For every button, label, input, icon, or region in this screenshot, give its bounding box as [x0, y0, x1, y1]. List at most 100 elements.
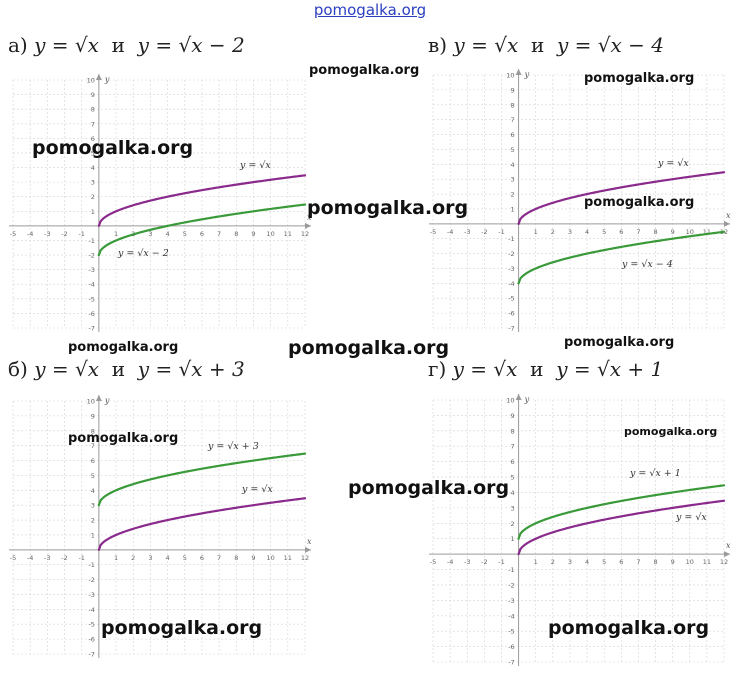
watermark: pomogalka.org: [288, 337, 450, 359]
y-tick-label: -1: [508, 235, 514, 243]
y-tick-label: -3: [88, 591, 94, 599]
data-point: [534, 267, 537, 270]
data-point: [517, 222, 520, 225]
x-tick-label: 4: [166, 554, 170, 562]
data-point: [97, 254, 100, 256]
x-tick-label: 11: [284, 554, 292, 562]
series-label: y = √x: [241, 484, 273, 495]
x-tick-label: -1: [78, 554, 84, 562]
data-point: [115, 239, 117, 242]
data-point: [723, 499, 725, 502]
x-tick-label: 7: [636, 558, 640, 566]
data-point: [723, 484, 725, 487]
y-tick-label: 6: [91, 457, 95, 465]
x-tick-label: 12: [720, 558, 728, 566]
x-tick-label: 8: [234, 554, 238, 562]
y-tick-label: 7: [91, 442, 95, 450]
x-tick-label: -3: [464, 558, 470, 566]
y-tick-label: 7: [510, 443, 514, 451]
y-tick-label: 6: [510, 131, 514, 139]
chart-a-letter: а): [8, 33, 28, 57]
data-point: [586, 252, 588, 255]
watermark: pomogalka.org: [584, 71, 695, 86]
y-tick-label: -6: [508, 310, 514, 318]
chart-g: xy-5 -4 -3 -2 -1 1 2 3 4 5 6 7 8 9 10 11 1210987654321-1…: [429, 394, 731, 667]
series-line-1: [97, 452, 307, 507]
y-axis-arrow: [515, 394, 522, 400]
chart-b-conj: и: [111, 357, 126, 381]
y-tick-label: 10: [87, 398, 95, 406]
series-line-2: [97, 497, 307, 551]
x-tick-label: -2: [481, 228, 487, 236]
x-tick-label: -2: [481, 558, 487, 566]
series-label: y = √x: [239, 160, 271, 171]
y-tick-label: 4: [91, 487, 95, 495]
chart-b-eq2: y = √x + 3: [137, 357, 245, 381]
x-tick-label: 10: [686, 228, 694, 236]
y-axis-arrow: [95, 74, 102, 80]
y-tick-label: 9: [510, 86, 514, 94]
x-tick-label: 7: [636, 228, 640, 236]
x-tick-label: 10: [686, 558, 694, 566]
watermark: pomogalka.org: [68, 340, 179, 355]
series-line-1: [97, 174, 307, 227]
y-tick-label: -4: [88, 606, 94, 614]
y-tick-label: 3: [91, 502, 95, 510]
data-point: [252, 459, 255, 462]
site-header-link[interactable]: pomogalka.org: [313, 1, 427, 19]
chart-g-letter: г): [428, 357, 447, 381]
y-tick-label: -2: [88, 576, 94, 584]
data-point: [517, 553, 520, 556]
x-axis-label: x: [726, 541, 731, 550]
grid-lines: [432, 399, 725, 663]
x-tick-label: 3: [568, 558, 572, 566]
data-point: [586, 522, 588, 525]
x-tick-label: 2: [551, 558, 555, 566]
data-point: [304, 497, 306, 500]
data-point: [534, 537, 537, 540]
chart-v-eq1: y = √x: [453, 33, 519, 57]
series-line-1: [517, 171, 726, 225]
watermark: pomogalka.org: [548, 617, 710, 639]
data-point: [586, 506, 588, 509]
y-tick-label: 6: [510, 458, 514, 466]
x-axis-label: x: [726, 211, 731, 220]
x-tick-label: 11: [703, 558, 711, 566]
y-tick-label: 5: [510, 474, 514, 482]
chart-v-title: в) y = √x и y = √x − 4: [428, 33, 664, 57]
y-tick-label: 9: [91, 412, 95, 420]
series-line-2: [97, 203, 307, 257]
x-axis-arrow: [724, 551, 730, 558]
y-tick-label: -3: [88, 266, 94, 274]
data-point: [252, 210, 255, 213]
data-point: [304, 174, 306, 177]
data-point: [671, 178, 674, 181]
y-tick-label: -4: [508, 280, 514, 288]
x-axis-arrow: [305, 222, 311, 229]
data-point: [534, 208, 537, 210]
y-tick-label: 6: [91, 135, 95, 143]
grid-lines: [12, 400, 306, 655]
y-tick-label: -1: [88, 237, 94, 245]
y-tick-label: 8: [510, 101, 514, 109]
x-tick-label: 11: [284, 230, 292, 238]
grid-lines: [432, 74, 725, 329]
x-tick-label: -4: [447, 558, 453, 566]
x-tick-label: 8: [653, 228, 657, 236]
chart-v-letter: в): [428, 33, 448, 57]
series-label: y = √x: [675, 512, 707, 523]
y-tick-label: -7: [508, 325, 514, 333]
x-tick-label: 3: [148, 230, 152, 238]
y-tick-label: 3: [510, 504, 514, 512]
y-tick-label: -2: [508, 581, 514, 589]
data-point: [671, 506, 674, 509]
x-tick-label: 9: [251, 230, 255, 238]
y-tick-label: 1: [510, 535, 514, 543]
data-point: [166, 224, 169, 227]
series-line-2: [517, 499, 726, 556]
y-tick-label: -4: [508, 612, 514, 620]
y-tick-label: 3: [91, 179, 95, 187]
chart-b-eq1: y = √x: [34, 357, 99, 381]
x-tick-label: -3: [44, 230, 50, 238]
x-tick-label: -5: [10, 230, 16, 238]
